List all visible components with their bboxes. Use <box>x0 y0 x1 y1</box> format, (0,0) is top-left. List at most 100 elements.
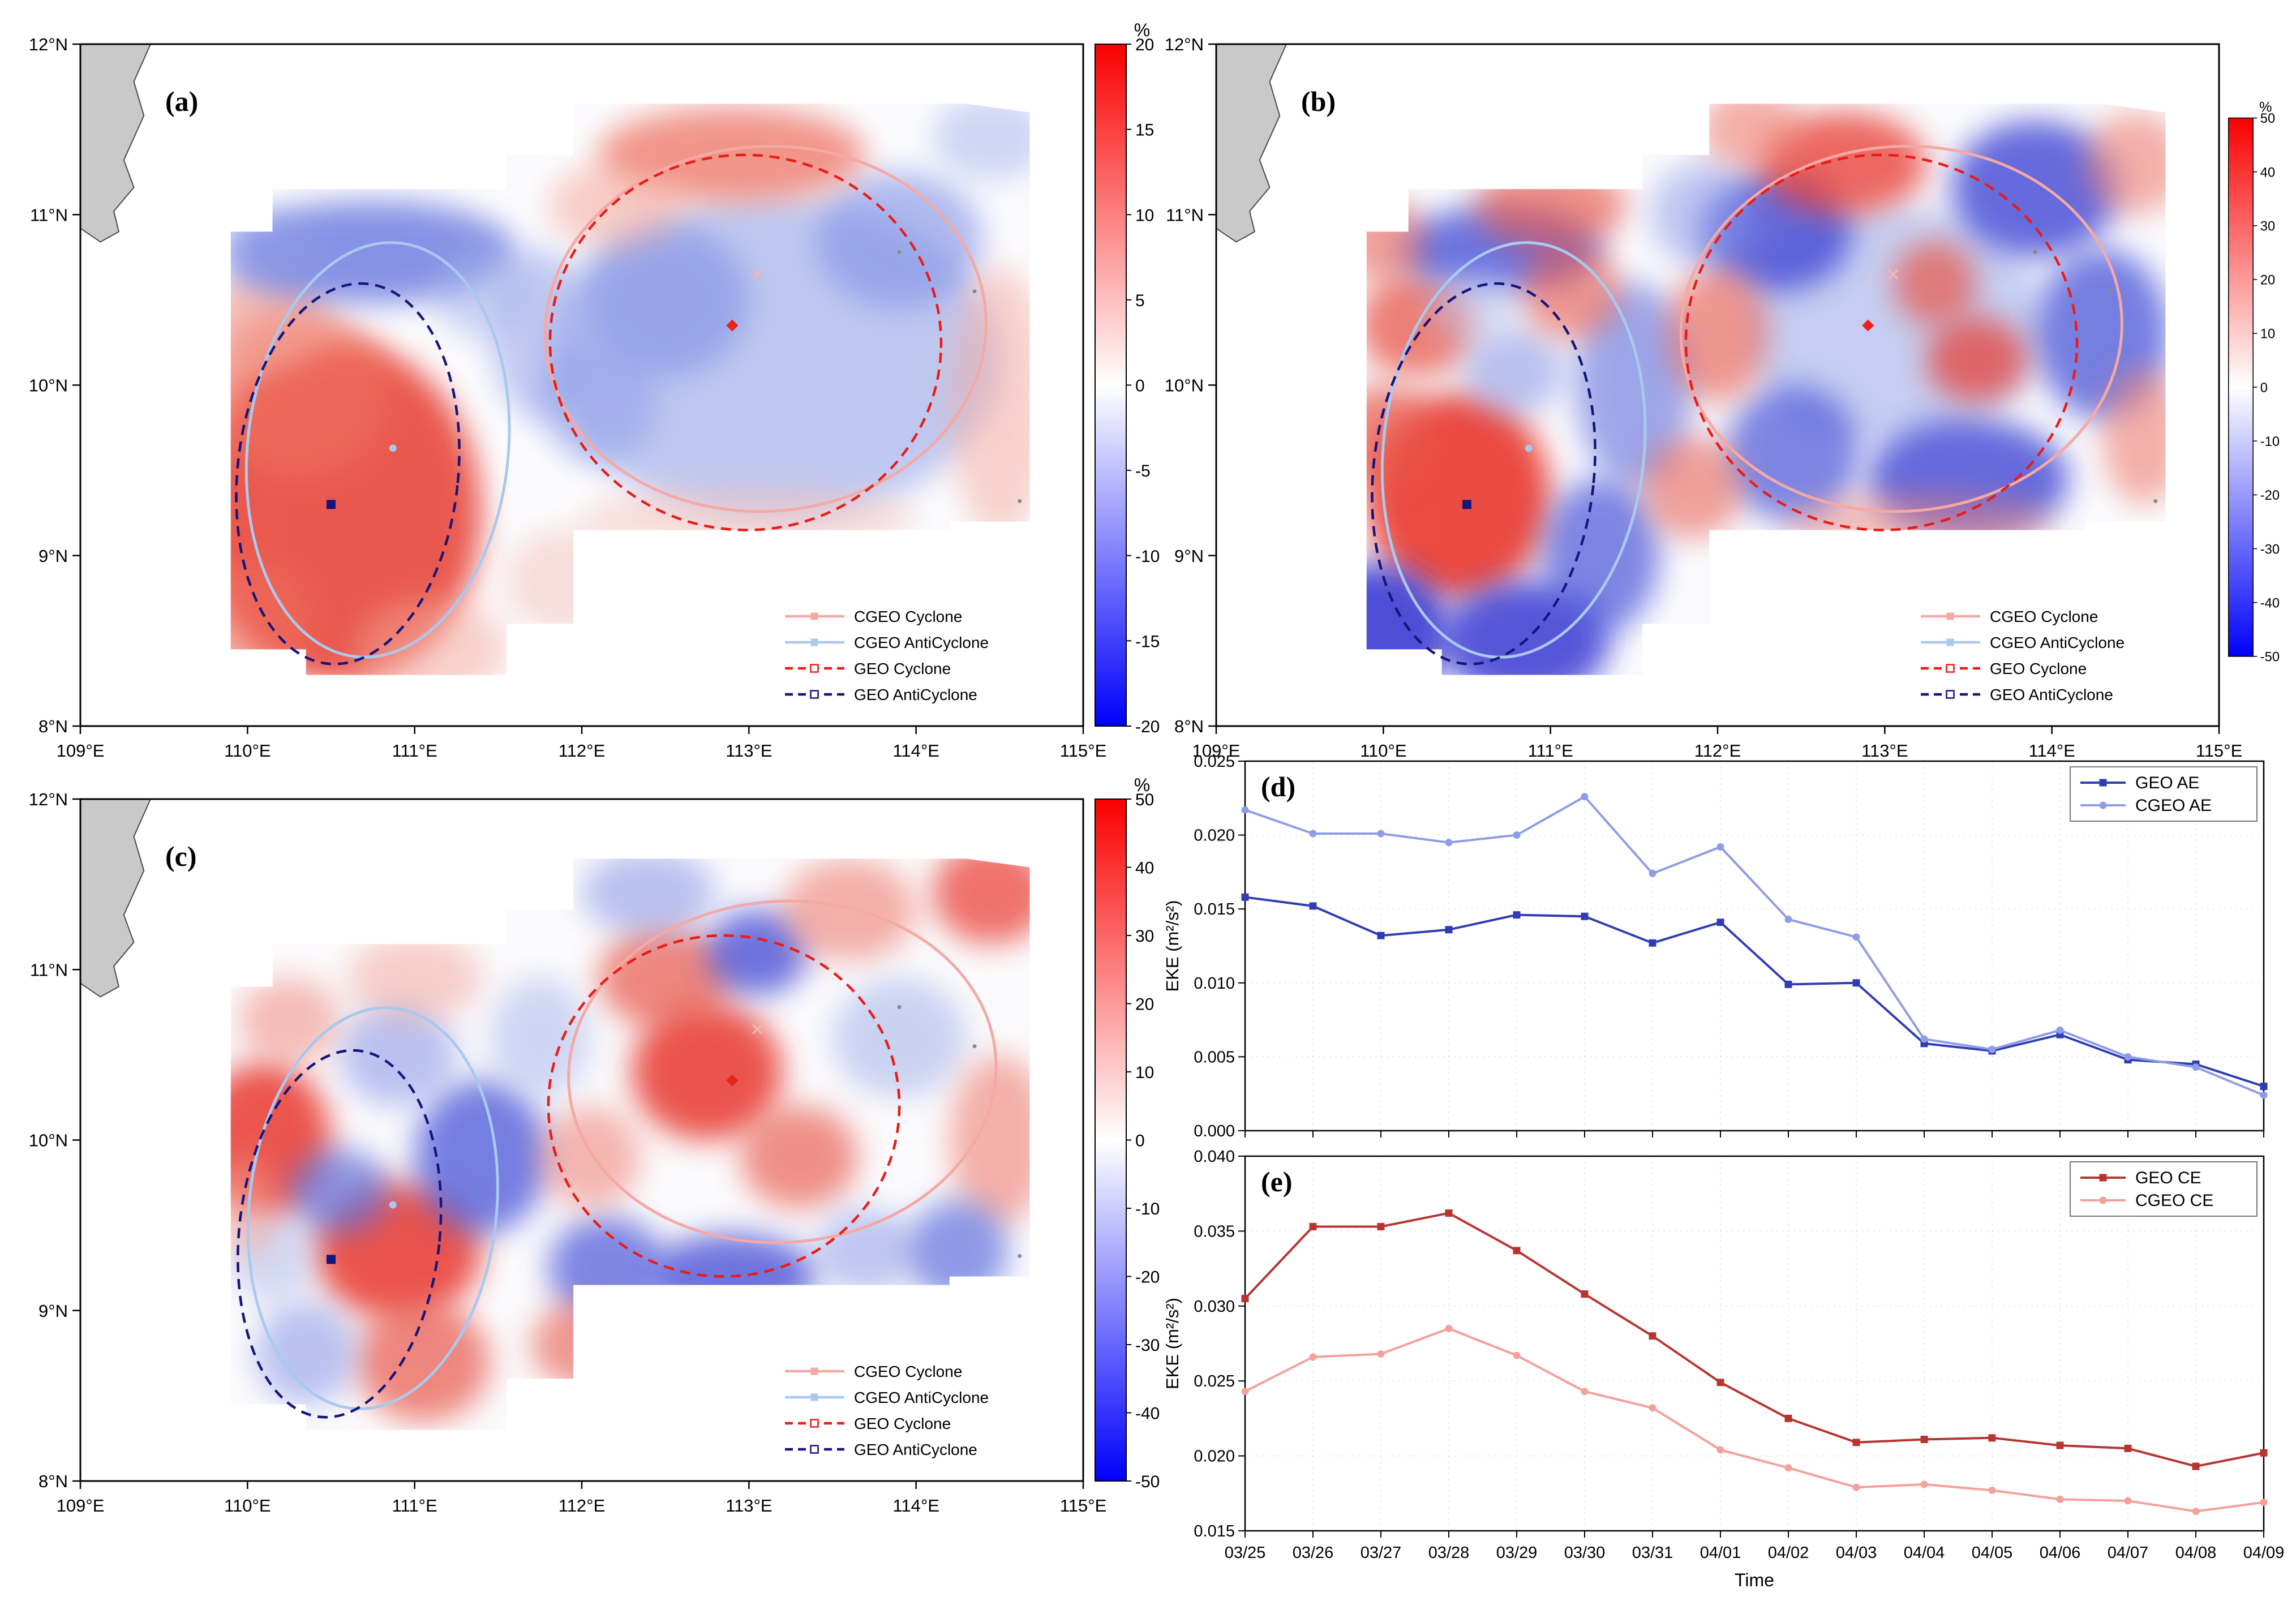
legend-label: GEO Cyclone <box>854 660 951 677</box>
colorbar-tick-label: -20 <box>1135 718 1160 736</box>
series-line-geo-ce <box>1244 1212 2264 1468</box>
x-axis-label: Time <box>1735 1570 1774 1590</box>
map-panel-a: 109°E 110°E 111°E 112°E 113°E 114°E 115°E 8°N 9°… <box>12 19 1107 771</box>
colorbar-a-svg: 20 15 10 5 0 -5 -10 -15 -20% <box>1095 20 1160 736</box>
x-tick-label: 113°E <box>726 1496 773 1516</box>
series-marker-cgeo-ae <box>1920 1035 1928 1043</box>
geo-anticyclone-contour <box>235 282 461 666</box>
series-marker-geo-ce <box>1716 1379 1724 1387</box>
land-mass <box>80 799 152 998</box>
legend-label: CGEO CE <box>2135 1191 2213 1210</box>
legend-label: GEO Cyclone <box>854 1415 951 1432</box>
panel-label: (d) <box>1261 771 1295 802</box>
legend-marker <box>1946 664 1955 673</box>
map-panel-b: 109°E 110°E 111°E 112°E 113°E 114°E 115°E 8°N 9°… <box>1148 19 2243 771</box>
line-chart-d-svg: 0.000 0.005 0.010 0.015 0.020 0.025 EKE (m²/s²… <box>1162 753 2268 1140</box>
eddy-center-marker <box>1525 444 1533 452</box>
plot-background <box>1245 761 2264 1131</box>
colorbar-c-svg: 50 40 30 20 10 0 -10 -20 -30 -40 -50% <box>1095 775 1160 1491</box>
y-tick-label: 0.030 <box>1194 1298 1235 1316</box>
x-tick-label: 112°E <box>559 1496 606 1516</box>
geo-cyclone-contour <box>547 934 901 1278</box>
legend-label: CGEO AntiCyclone <box>1990 634 2125 651</box>
legend-marker <box>810 664 819 673</box>
colorbar-tick-label: 30 <box>1135 927 1154 946</box>
series-marker-cgeo-ae <box>1309 830 1317 838</box>
x-tick-label: 04/07 <box>2108 1544 2149 1562</box>
legend-label: CGEO AntiCyclone <box>854 634 989 651</box>
series-marker-cgeo-ae <box>1581 793 1589 801</box>
x-tick-label: 04/09 <box>2243 1544 2285 1562</box>
y-tick-label: 0.000 <box>1194 1122 1235 1140</box>
y-tick-label: 12°N <box>29 789 68 809</box>
cgeo-anticyclone-contour <box>246 1006 499 1410</box>
y-tick-label: 9°N <box>38 1301 68 1321</box>
y-tick-label: 11°N <box>30 960 68 980</box>
legend-marker <box>810 612 818 620</box>
series-marker-cgeo-ce <box>2192 1508 2200 1516</box>
colorbar-gradient <box>1095 44 1127 727</box>
series-marker-geo-ce <box>1988 1434 1996 1442</box>
series-marker-cgeo-ae <box>1784 915 1792 923</box>
series-marker-cgeo-ce <box>1784 1464 1792 1472</box>
cgeo-anticyclone-contour <box>244 241 511 659</box>
series-marker-geo-ae <box>2260 1083 2268 1091</box>
colorbar-unit-label: % <box>1134 20 1150 40</box>
legend-label: CGEO Cyclone <box>854 608 962 625</box>
legend-marker <box>2099 1174 2107 1182</box>
colorbar-tick-label: -40 <box>1135 1405 1160 1423</box>
y-tick-label: 0.015 <box>1194 1522 1235 1540</box>
legend-marker <box>1946 612 1954 620</box>
series-marker-geo-ce <box>1513 1247 1521 1255</box>
series-marker-geo-ae <box>1784 980 1792 988</box>
legend-marker <box>810 1393 818 1401</box>
legend-label: CGEO Cyclone <box>854 1363 962 1380</box>
x-tick-label: 03/27 <box>1361 1544 1402 1562</box>
colorbar-tick-label: 10 <box>2260 327 2275 342</box>
x-tick-label: 04/01 <box>1700 1544 1741 1562</box>
x-tick-label: 110°E <box>224 741 271 761</box>
x-tick-label: 04/05 <box>1972 1544 2013 1562</box>
series-marker-cgeo-ce <box>1581 1388 1589 1396</box>
y-tick-label: 10°N <box>29 376 68 396</box>
y-tick-label: 9°N <box>38 546 68 566</box>
island-dot <box>897 1005 902 1010</box>
series-marker-cgeo-ae <box>1716 843 1724 851</box>
x-tick-label: 03/26 <box>1293 1544 1334 1562</box>
legend-label: GEO AE <box>2135 774 2199 792</box>
panel-label: (a) <box>165 85 198 117</box>
series-marker-cgeo-ae <box>2260 1091 2268 1099</box>
colorbar-tick-label: -30 <box>1135 1336 1160 1355</box>
eddy-center-marker <box>327 500 336 509</box>
series-marker-cgeo-ce <box>2056 1495 2064 1503</box>
x-tick-label: 03/31 <box>1632 1544 1673 1562</box>
legend-marker <box>810 1445 819 1454</box>
series-marker-cgeo-ae <box>1241 806 1249 814</box>
line-chart-panel-d: 0.000 0.005 0.010 0.015 0.020 0.025 EKE (m²/s²… <box>1160 753 2296 1149</box>
x-tick-label: 04/03 <box>1836 1544 1877 1562</box>
y-tick-label: 12°N <box>1165 35 1204 54</box>
cgeo-cyclone-contour <box>1679 144 2123 513</box>
y-tick-label: 0.010 <box>1194 975 1235 993</box>
series-marker-cgeo-ae <box>1852 933 1860 941</box>
geo-cyclone-contour <box>548 153 943 531</box>
x-tick-label: 04/02 <box>1768 1544 1809 1562</box>
y-tick-label: 11°N <box>1166 205 1204 225</box>
island-dot <box>972 289 977 294</box>
legend-marker <box>1946 638 1954 646</box>
axes-box <box>1244 760 2265 1132</box>
legend-marker <box>810 638 818 646</box>
y-tick-label: 0.035 <box>1194 1222 1235 1240</box>
x-tick-label: 03/29 <box>1496 1544 1538 1562</box>
legend-box <box>2070 766 2258 822</box>
series-marker-cgeo-ce <box>1309 1353 1317 1361</box>
y-tick-label: 0.040 <box>1194 1148 1235 1166</box>
series-marker-geo-ae <box>1241 893 1249 901</box>
island-dot <box>897 250 902 255</box>
x-tick-label: 109°E <box>57 741 105 761</box>
y-tick-label: 8°N <box>38 1471 68 1491</box>
anomaly-field <box>230 104 1030 675</box>
series-marker-cgeo-ce <box>1377 1350 1385 1358</box>
legend-label: GEO CE <box>2135 1169 2201 1187</box>
